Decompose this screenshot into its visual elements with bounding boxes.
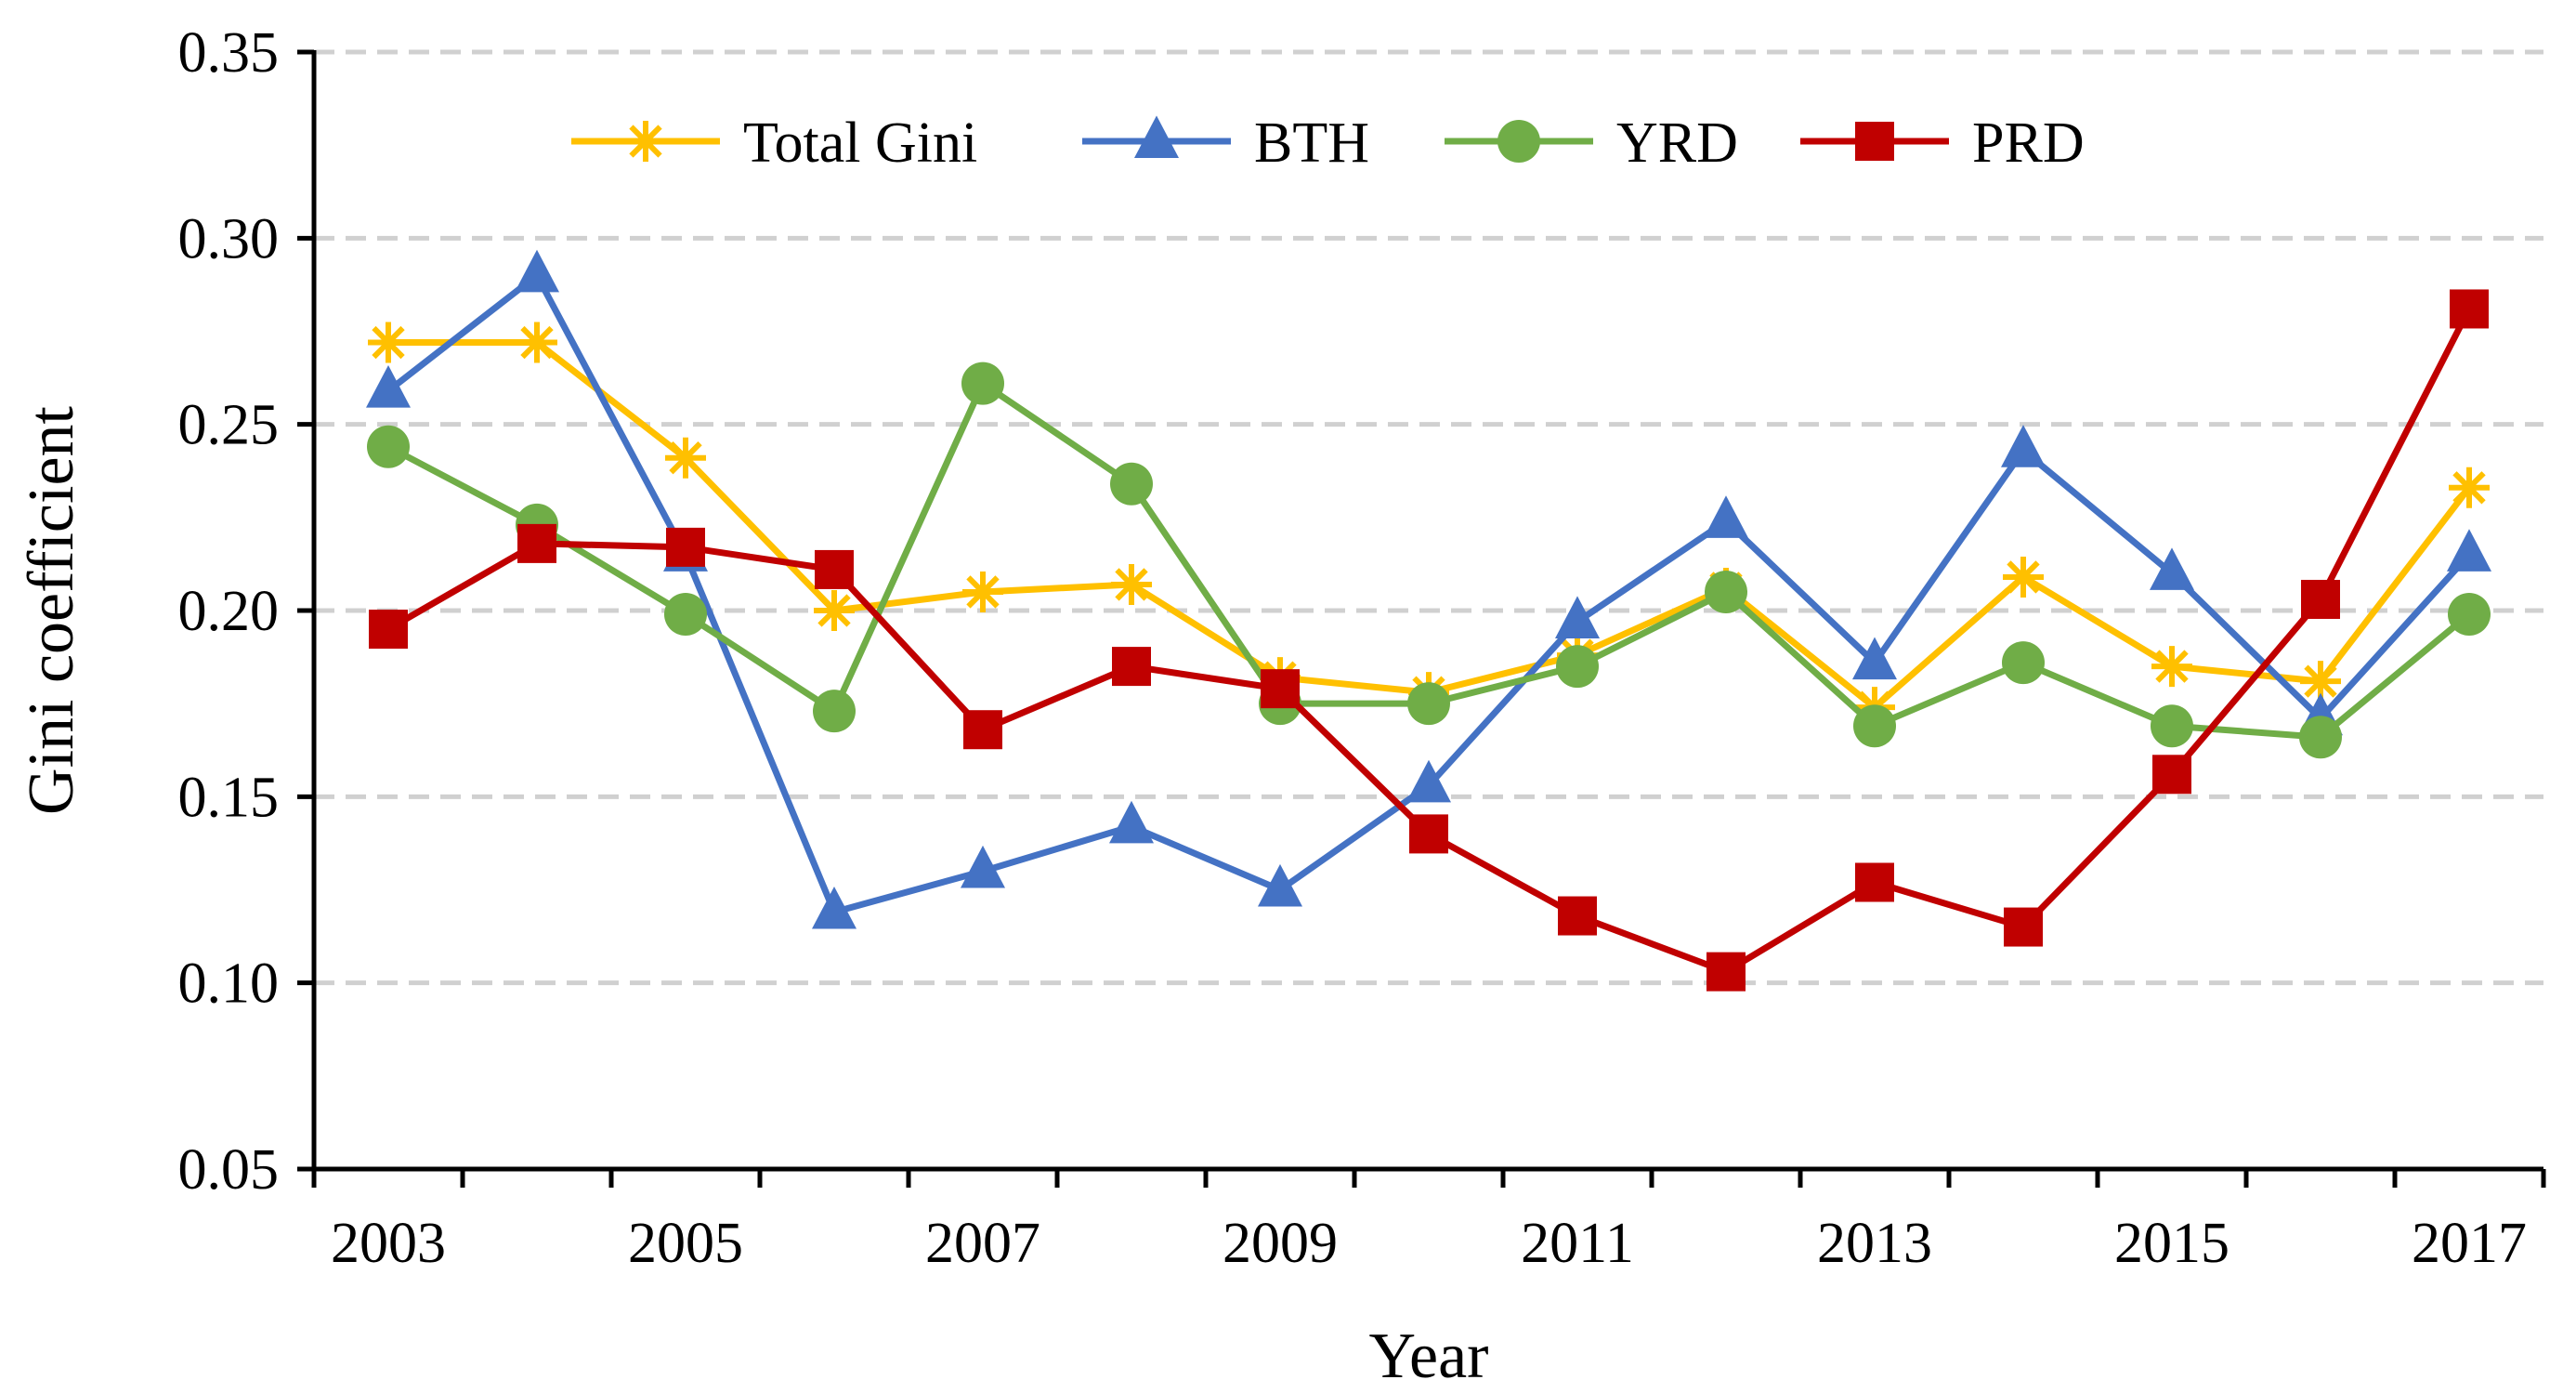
data-point-yrd [1110,462,1153,506]
data-point-yrd [2151,704,2193,748]
y-tick-label: 0.10 [178,953,280,1016]
data-point-bth [1555,596,1600,639]
data-point-prd [517,523,556,563]
data-point-prd [2450,289,2489,329]
y-tick-label: 0.35 [178,21,280,85]
legend-item-prd: PRD [1800,112,2085,175]
data-point-prd [963,710,1002,750]
series-line-prd [386,307,2473,976]
data-point-yrd [2448,593,2491,637]
data-point-total-gini [2003,556,2044,598]
data-point-prd [2004,907,2043,947]
data-point-yrd [2002,641,2045,685]
legend-marker-triangle [1134,115,1179,158]
series-yrd [367,361,2491,759]
data-point-yrd [961,361,1004,405]
data-point-yrd [664,593,707,637]
data-point-total-gini [2449,467,2490,508]
legend-item-bth: BTH [1082,112,1369,175]
data-point-total-gini [2151,646,2192,688]
data-point-yrd [1705,570,1747,613]
data-point-bth [515,249,559,293]
data-point-yrd [2299,716,2342,759]
x-axis-title: Year [1369,1321,1489,1392]
x-axis-tick-labels: 2003 2005 2007 2009 2011 2013 2015 2017 [331,1212,2527,1275]
data-point-bth [2150,547,2194,590]
data-point-prd [666,527,705,567]
legend-label: PRD [1972,112,2085,175]
y-tick-label: 0.05 [178,1138,280,1202]
legend-label: BTH [1254,112,1369,175]
x-tick-label: 2007 [925,1212,1040,1275]
axes [297,49,2546,1188]
data-point-bth [2447,529,2491,572]
data-point-bth [1704,495,1748,538]
data-point-bth [2001,425,2046,467]
series-total-gini [368,322,2490,729]
x-tick-label: 2011 [1521,1212,1634,1275]
legend-marker-square [1855,122,1894,161]
data-point-yrd [1556,645,1599,689]
y-tick-label: 0.30 [178,207,280,270]
x-tick-label: 2005 [628,1212,743,1275]
data-point-bth [1109,800,1154,844]
legend-item-yrd: YRD [1445,112,1738,175]
data-point-total-gini [517,322,557,363]
data-point-yrd [367,425,410,468]
data-point-bth [812,886,856,929]
data-point-prd [1706,952,1746,992]
legend-label: YRD [1616,112,1738,175]
series-prd [369,289,2489,992]
data-point-prd [815,549,854,589]
data-point-yrd [1853,704,1896,748]
legend-label: Total Gini [743,112,977,175]
data-point-yrd [813,690,856,733]
data-point-bth [961,845,1005,888]
y-tick-label: 0.25 [178,394,280,457]
data-point-bth [1852,637,1897,680]
x-tick-label: 2015 [2114,1212,2229,1275]
y-axis-title: Gini coefficient [16,405,87,814]
x-tick-label: 2013 [1817,1212,1932,1275]
data-point-prd [1409,814,1448,854]
x-tick-label: 2003 [331,1212,446,1275]
data-point-bth [1406,759,1451,803]
data-point-prd [1855,862,1894,902]
legend-marker-asterisk [625,121,666,162]
data-point-prd [2301,579,2340,619]
data-point-total-gini [1111,563,1152,605]
data-point-prd [1261,669,1300,709]
data-point-total-gini [368,322,409,363]
data-point-total-gini [665,437,706,479]
data-point-prd [369,610,408,650]
data-point-bth [1258,863,1302,907]
data-point-total-gini [814,590,855,631]
data-point-yrd [1407,682,1450,726]
x-tick-label: 2009 [1223,1212,1338,1275]
legend-marker-circle [1497,120,1540,163]
data-point-prd [1558,896,1597,936]
y-tick-label: 0.20 [178,580,280,643]
data-point-prd [2152,755,2191,795]
data-point-total-gini [962,571,1003,612]
data-point-prd [1112,647,1151,687]
data-series [366,249,2491,992]
legend: Total Gini BTH YRD PRD [571,112,2085,175]
data-point-bth [366,365,411,408]
y-tick-label: 0.15 [178,766,280,829]
x-tick-label: 2017 [2412,1212,2527,1275]
y-axis-tick-labels: 0.05 0.10 0.15 0.20 0.25 0.30 0.35 [178,21,280,1202]
legend-item-total-gini: Total Gini [571,112,977,175]
